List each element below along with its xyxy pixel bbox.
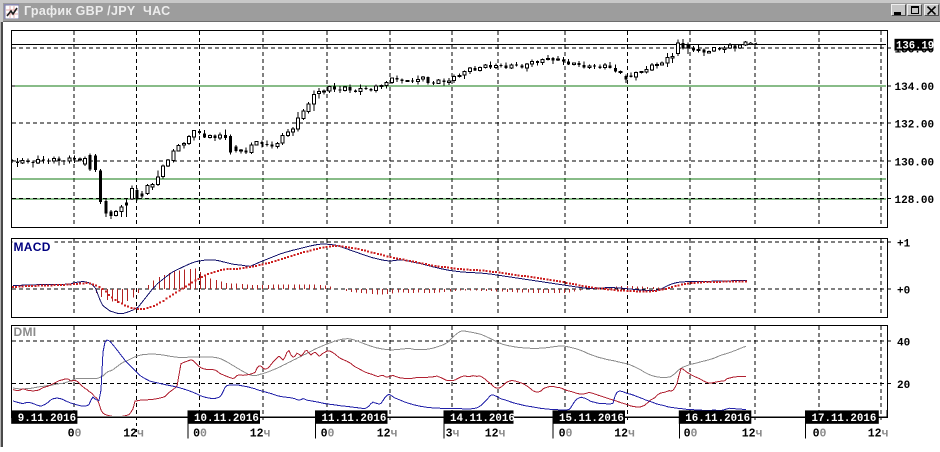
svg-text:0: 0	[200, 428, 207, 441]
svg-text:11.11.2016: 11.11.2016	[322, 413, 387, 425]
svg-text:9.11.2016: 9.11.2016	[18, 413, 76, 425]
svg-text:3: 3	[446, 428, 453, 441]
svg-text:ч: ч	[264, 428, 271, 441]
svg-text:ч: ч	[137, 428, 144, 441]
svg-text:ч: ч	[453, 428, 460, 441]
svg-text:12: 12	[123, 428, 137, 441]
svg-text:14.11.2016: 14.11.2016	[450, 413, 515, 425]
svg-text:132.00: 132.00	[895, 120, 935, 132]
svg-text:130.00: 130.00	[895, 157, 935, 169]
svg-text:136.19: 136.19	[896, 41, 934, 53]
svg-text:ч: ч	[628, 428, 635, 441]
svg-text:ч: ч	[499, 428, 506, 441]
svg-text:ч: ч	[756, 428, 763, 441]
svg-text:0: 0	[328, 428, 335, 441]
svg-text:ч: ч	[391, 428, 398, 441]
svg-text:0: 0	[321, 428, 328, 441]
svg-text:12: 12	[377, 428, 391, 441]
svg-text:128.00: 128.00	[895, 195, 935, 207]
svg-text:0: 0	[559, 428, 566, 441]
svg-text:134.00: 134.00	[895, 82, 935, 94]
svg-text:16.11.2016: 16.11.2016	[685, 413, 750, 425]
svg-text:+1: +1	[897, 239, 911, 251]
svg-text:0: 0	[75, 428, 82, 441]
svg-text:0: 0	[691, 428, 698, 441]
svg-text:MACD: MACD	[14, 240, 51, 254]
svg-text:40: 40	[897, 337, 910, 349]
svg-text:20: 20	[897, 380, 910, 392]
svg-text:12: 12	[614, 428, 628, 441]
svg-text:+0: +0	[897, 286, 910, 298]
svg-text:12: 12	[250, 428, 264, 441]
svg-text:0: 0	[68, 428, 75, 441]
svg-text:10.11.2016: 10.11.2016	[194, 413, 259, 425]
svg-text:0: 0	[684, 428, 691, 441]
svg-text:ч: ч	[882, 428, 889, 441]
svg-text:17.11.2016: 17.11.2016	[812, 413, 877, 425]
svg-text:12: 12	[868, 428, 882, 441]
svg-text:0: 0	[820, 428, 827, 441]
svg-text:12: 12	[485, 428, 499, 441]
svg-text:15.11.2016: 15.11.2016	[559, 413, 624, 425]
svg-text:12: 12	[742, 428, 756, 441]
svg-text:DMI: DMI	[14, 325, 37, 339]
svg-text:0: 0	[566, 428, 573, 441]
svg-text:0: 0	[193, 428, 200, 441]
svg-text:0: 0	[813, 428, 820, 441]
